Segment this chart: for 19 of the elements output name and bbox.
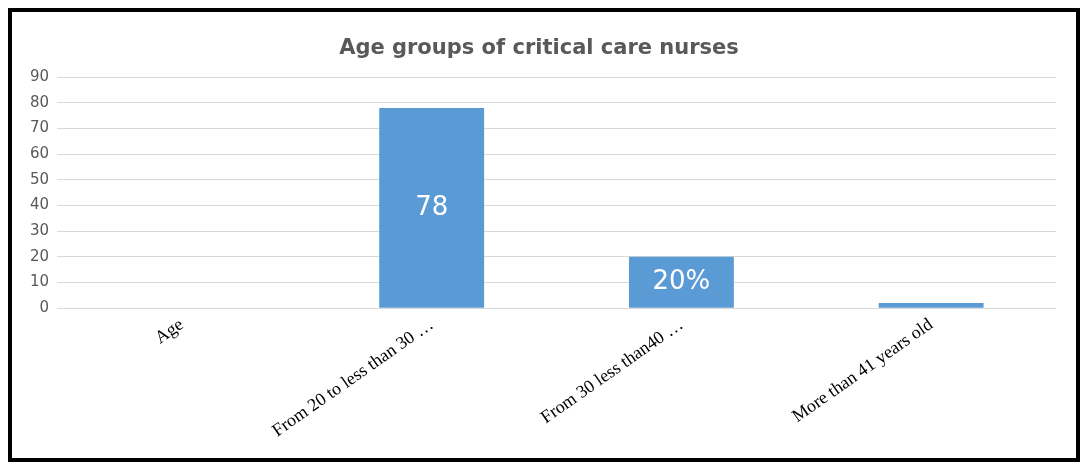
y-tick-label: 0 — [39, 298, 50, 317]
chart-title: Age groups of critical care nurses — [339, 35, 739, 60]
bar — [379, 108, 485, 308]
y-tick-label: 80 — [29, 92, 50, 111]
y-tick-label: 70 — [29, 118, 50, 137]
y-tick-label: 50 — [29, 169, 50, 188]
y-tick-label: 60 — [29, 144, 50, 163]
bar — [878, 303, 984, 308]
y-tick-label: 20 — [29, 246, 50, 265]
data-label: 20% — [652, 265, 711, 296]
data-label: 78 — [415, 190, 449, 221]
x-tick-label: Age — [150, 313, 187, 348]
y-tick-label: 30 — [29, 221, 50, 240]
bar — [628, 256, 734, 308]
y-tick-label: 90 — [29, 67, 50, 86]
x-tick-label: More than 41 years old — [788, 313, 937, 426]
x-tick-label: From 20 to less than 30 … — [268, 313, 437, 441]
y-tick-label: 10 — [29, 272, 50, 291]
y-tick-label: 40 — [29, 195, 50, 214]
